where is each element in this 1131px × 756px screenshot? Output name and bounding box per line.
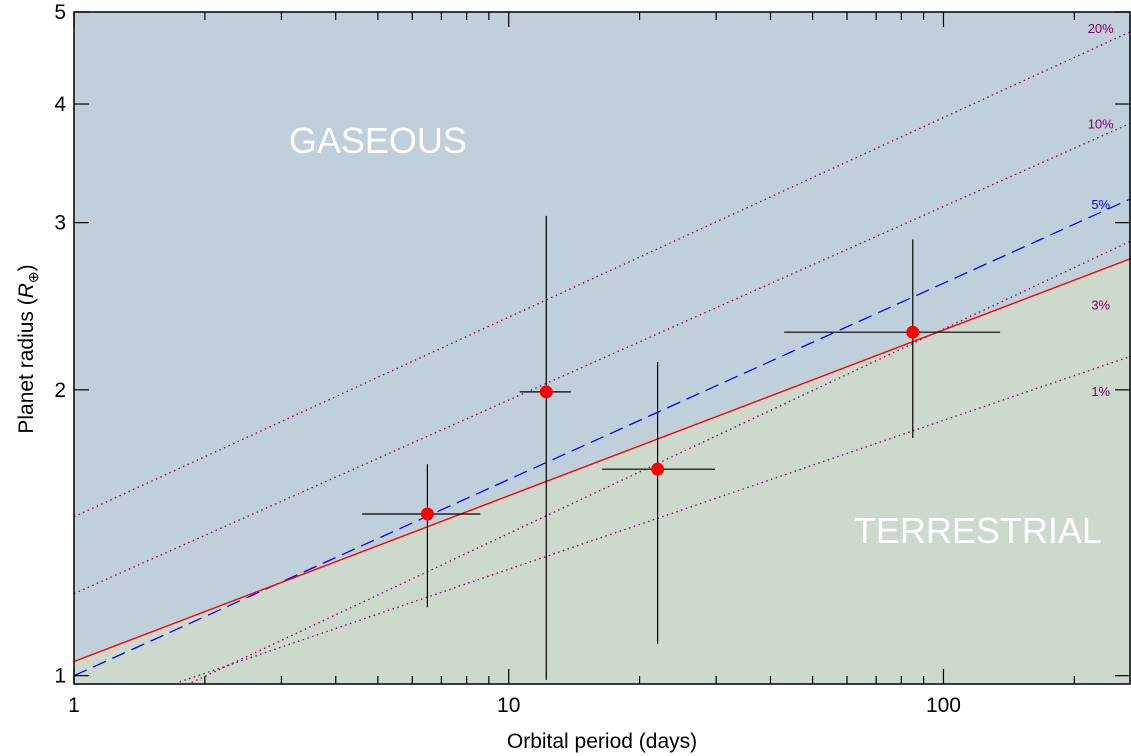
x-tick-label: 100 bbox=[926, 694, 961, 717]
data-points-layer bbox=[420, 325, 920, 521]
reference-lines-layer bbox=[74, 30, 1131, 684]
region-label-terrestrial: TERRESTRIAL bbox=[854, 510, 1102, 551]
y-axis-label-subscript: ⊕ bbox=[25, 271, 41, 283]
boundary-line bbox=[74, 257, 1131, 663]
x-tick-label: 1 bbox=[68, 694, 80, 717]
y-axis-label-main: Planet radius ( bbox=[15, 298, 38, 433]
region-label-gaseous: GASEOUS bbox=[289, 120, 467, 161]
x-axis-label: Orbital period (days) bbox=[507, 730, 697, 753]
region-gaseous bbox=[74, 12, 1131, 662]
reference-line-label-5pct: 5% bbox=[1091, 197, 1110, 212]
axes-frame bbox=[73, 11, 1131, 685]
y-tick-label: 1 bbox=[54, 665, 66, 688]
y-tick-label: 3 bbox=[54, 212, 66, 235]
reference-line-label-20pct: 20% bbox=[1088, 21, 1114, 36]
y-axis-label: Planet radius (R⊕) bbox=[15, 264, 41, 433]
axis-ticks: 1 10 100 1 2 3 4 5 bbox=[54, 1, 1130, 717]
data-point-3 bbox=[651, 462, 665, 476]
regions-layer bbox=[74, 12, 1131, 684]
reference-line-label-10pct: 10% bbox=[1088, 116, 1114, 131]
reference-line-5pct bbox=[74, 198, 1131, 677]
y-tick-label: 5 bbox=[54, 1, 66, 24]
plot-border bbox=[73, 11, 1131, 685]
x-tick-label: 10 bbox=[497, 694, 520, 717]
reference-line-label-1pct: 1% bbox=[1091, 384, 1110, 399]
data-point-2 bbox=[539, 385, 553, 399]
y-axis-label-close: ) bbox=[15, 264, 38, 271]
y-tick-label: 4 bbox=[54, 93, 66, 116]
data-point-4 bbox=[906, 325, 920, 339]
data-point-1 bbox=[420, 507, 434, 521]
y-tick-label: 2 bbox=[54, 379, 66, 402]
y-axis-label-symbol: R bbox=[15, 283, 38, 298]
annotation-layer: 20% 10% 5% 3% 1% GASEOUS TERRESTRIAL bbox=[289, 21, 1114, 551]
reference-line-label-3pct: 3% bbox=[1091, 298, 1110, 313]
